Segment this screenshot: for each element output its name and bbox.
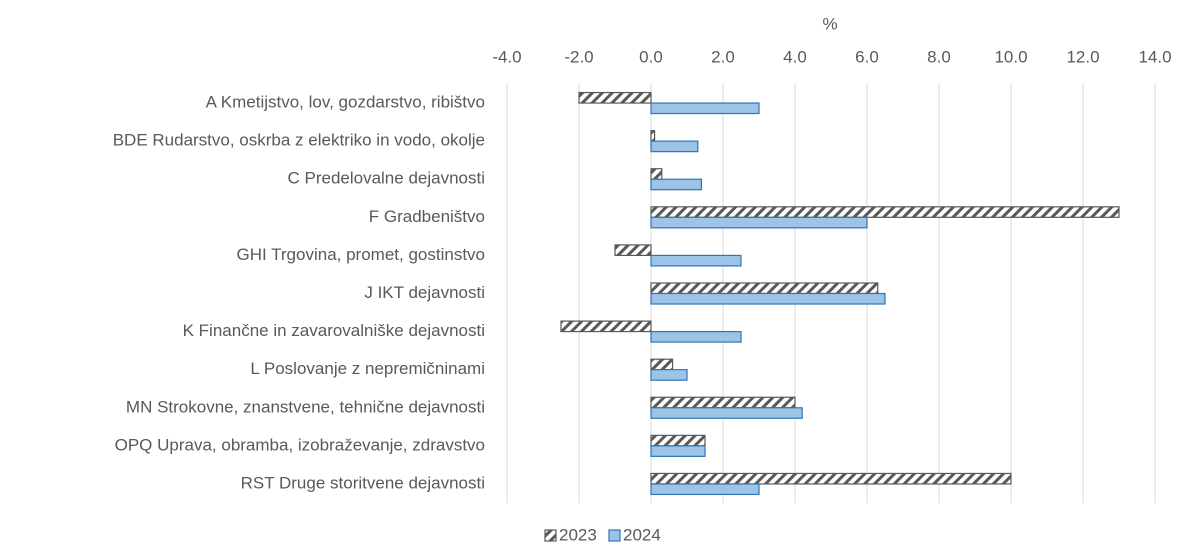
bar: [650, 254, 742, 267]
x-tick-label: 0.0: [639, 47, 663, 66]
bar: [650, 102, 760, 115]
bar: [614, 244, 652, 257]
bar: [650, 206, 1120, 218]
x-tick-label: -2.0: [564, 47, 593, 66]
bar: [560, 320, 652, 333]
x-tick-label: 10.0: [994, 47, 1027, 66]
y-tick-label: OPQ Uprava, obramba, izobraževanje, zdra…: [115, 435, 485, 454]
x-tick-label: -4.0: [492, 47, 521, 66]
bar: [650, 407, 803, 419]
bar: [650, 472, 1012, 485]
y-tick-label: J IKT dejavnosti: [364, 283, 485, 302]
y-tick-label: GHI Trgovina, promet, gostinstvo: [237, 245, 486, 264]
bar: [650, 445, 706, 457]
bar: [650, 358, 674, 371]
x-tick-label: 8.0: [927, 47, 951, 66]
x-tick-label: 14.0: [1138, 47, 1171, 66]
bar: [650, 168, 663, 180]
y-tick-label: C Predelovalne dejavnosti: [287, 169, 485, 188]
legend-label: 2023: [559, 525, 597, 544]
bar: [650, 178, 703, 191]
x-tick-label: 6.0: [855, 47, 879, 66]
bar: [650, 292, 886, 305]
x-tick-label: 2.0: [711, 47, 735, 66]
bar: [650, 369, 688, 381]
y-tick-label: BDE Rudarstvo, oskrba z elektriko in vod…: [113, 131, 485, 150]
bar: [650, 434, 706, 447]
bar: [650, 282, 879, 295]
axis-title: %: [822, 14, 837, 33]
y-tick-label: A Kmetijstvo, lov, gozdarstvo, ribištvo: [206, 93, 485, 112]
bar: [650, 130, 656, 142]
x-tick-label: 12.0: [1066, 47, 1099, 66]
legend-swatch: [544, 529, 557, 542]
bar: [650, 330, 742, 343]
bar: [650, 483, 760, 496]
bar: [650, 216, 868, 229]
bar: [650, 396, 796, 409]
y-tick-label: F Gradbeništvo: [369, 207, 485, 226]
y-tick-label: RST Druge storitvene dejavnosti: [241, 473, 485, 492]
bar: [650, 140, 699, 153]
bar: [578, 91, 652, 104]
y-tick-label: MN Strokovne, znanstvene, tehnične dejav…: [126, 397, 485, 416]
y-tick-label: K Finančne in zavarovalniške dejavnosti: [183, 321, 485, 340]
x-tick-label: 4.0: [783, 47, 807, 66]
legend-label: 2024: [623, 525, 661, 544]
y-tick-label: L Poslovanje z nepremičninami: [250, 359, 485, 378]
legend-swatch: [608, 529, 621, 542]
